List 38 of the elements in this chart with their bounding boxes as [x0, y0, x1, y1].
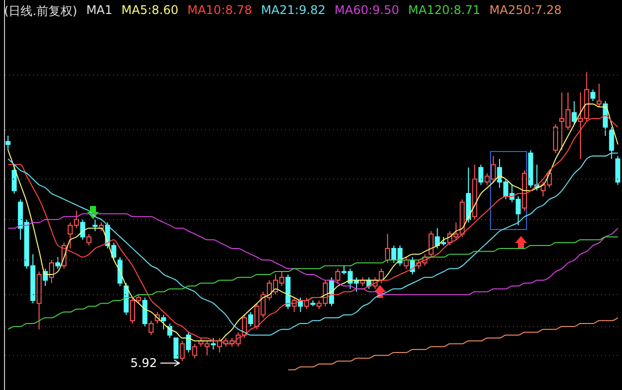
- text: MA120:8.71: [408, 3, 480, 19]
- text: MA5:8.60: [121, 3, 178, 19]
- candlestick: [572, 100, 577, 125]
- candlestick: [142, 297, 148, 327]
- candlestick: [404, 256, 409, 270]
- candlestick: [148, 320, 154, 336]
- candlestick: [55, 256, 60, 270]
- candlestick: [6, 135, 10, 151]
- candlestick: [596, 83, 602, 108]
- candlestick: [210, 338, 216, 350]
- text: MA250:7.28: [489, 3, 562, 19]
- candlestick: [590, 89, 596, 102]
- candlestick: [428, 230, 434, 258]
- text: MA60:9.50: [334, 3, 400, 19]
- candlestick: [478, 164, 484, 186]
- candlestick: [335, 268, 340, 284]
- text: MA1: [86, 3, 112, 19]
- candlestick: [80, 219, 86, 240]
- candlestick: [192, 343, 198, 359]
- candlestick: [186, 332, 191, 353]
- candlestick: [174, 338, 178, 359]
- annotation: 5.92: [130, 356, 158, 370]
- candlestick: [86, 234, 92, 246]
- candlestick: [161, 314, 166, 330]
- candlestick: [92, 219, 98, 232]
- candlestick: [609, 126, 614, 160]
- candlestick: [553, 124, 558, 154]
- chart-title: (日线.前复权): [4, 3, 78, 20]
- candlestick: [180, 340, 185, 362]
- candlestick: [12, 164, 17, 194]
- candlestick: [385, 234, 390, 264]
- candlestick: [248, 312, 254, 327]
- candlestick: [49, 260, 54, 284]
- text: MA10:8.78: [187, 3, 252, 19]
- candlestick: [602, 100, 608, 136]
- candlestick: [615, 156, 620, 186]
- text: MA21:9.82: [260, 3, 326, 19]
- candlestick: [118, 256, 122, 286]
